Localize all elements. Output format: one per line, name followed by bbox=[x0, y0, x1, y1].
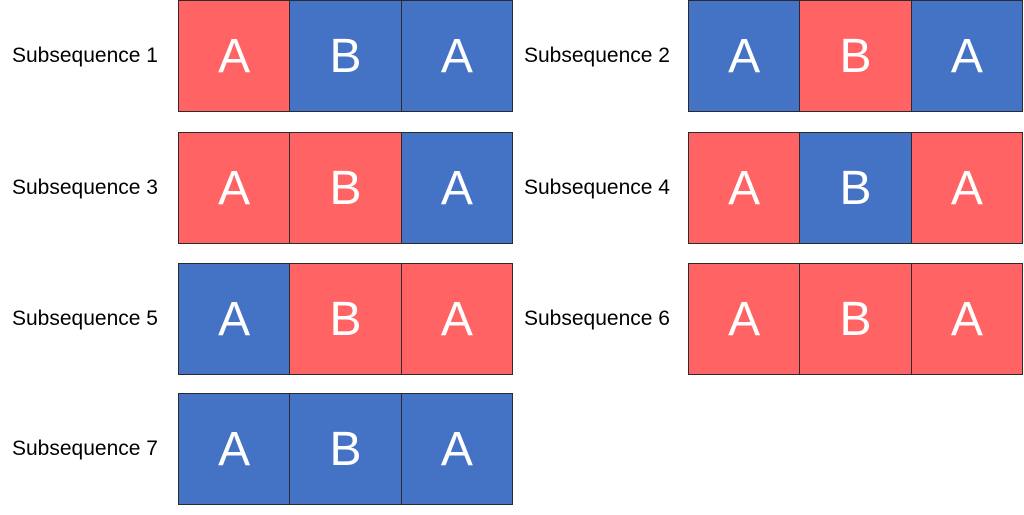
subsequence-boxes: A B A bbox=[688, 263, 1023, 375]
cell-a: A bbox=[179, 264, 291, 374]
subsequence-boxes: A B A bbox=[178, 0, 513, 112]
cell-b: B bbox=[800, 133, 912, 243]
cell-b: B bbox=[290, 394, 402, 504]
cell-a: A bbox=[911, 264, 1022, 374]
subsequence-boxes: A B A bbox=[178, 393, 513, 505]
cell-a: A bbox=[179, 133, 291, 243]
cell-a: A bbox=[401, 133, 512, 243]
subsequence-label: Subsequence 6 bbox=[524, 307, 670, 330]
subsequence-boxes: A B A bbox=[688, 132, 1023, 244]
subsequence-label: Subsequence 1 bbox=[12, 44, 158, 67]
cell-a: A bbox=[689, 133, 801, 243]
cell-b: B bbox=[290, 264, 402, 374]
subsequence-label: Subsequence 3 bbox=[12, 176, 158, 199]
cell-a: A bbox=[911, 133, 1022, 243]
subsequence-label: Subsequence 4 bbox=[524, 176, 670, 199]
subsequence-label: Subsequence 7 bbox=[12, 437, 158, 460]
cell-a: A bbox=[401, 264, 512, 374]
cell-b: B bbox=[290, 1, 402, 111]
cell-b: B bbox=[800, 1, 912, 111]
cell-a: A bbox=[401, 394, 512, 504]
cell-a: A bbox=[689, 1, 801, 111]
cell-a: A bbox=[179, 394, 291, 504]
cell-b: B bbox=[800, 264, 912, 374]
subsequence-boxes: A B A bbox=[178, 263, 513, 375]
cell-a: A bbox=[401, 1, 512, 111]
subsequence-label: Subsequence 2 bbox=[524, 44, 670, 67]
cell-a: A bbox=[689, 264, 801, 374]
cell-a: A bbox=[911, 1, 1022, 111]
subsequence-boxes: A B A bbox=[688, 0, 1023, 112]
subsequence-label: Subsequence 5 bbox=[12, 307, 158, 330]
cell-a: A bbox=[179, 1, 291, 111]
cell-b: B bbox=[290, 133, 402, 243]
subsequence-boxes: A B A bbox=[178, 132, 513, 244]
